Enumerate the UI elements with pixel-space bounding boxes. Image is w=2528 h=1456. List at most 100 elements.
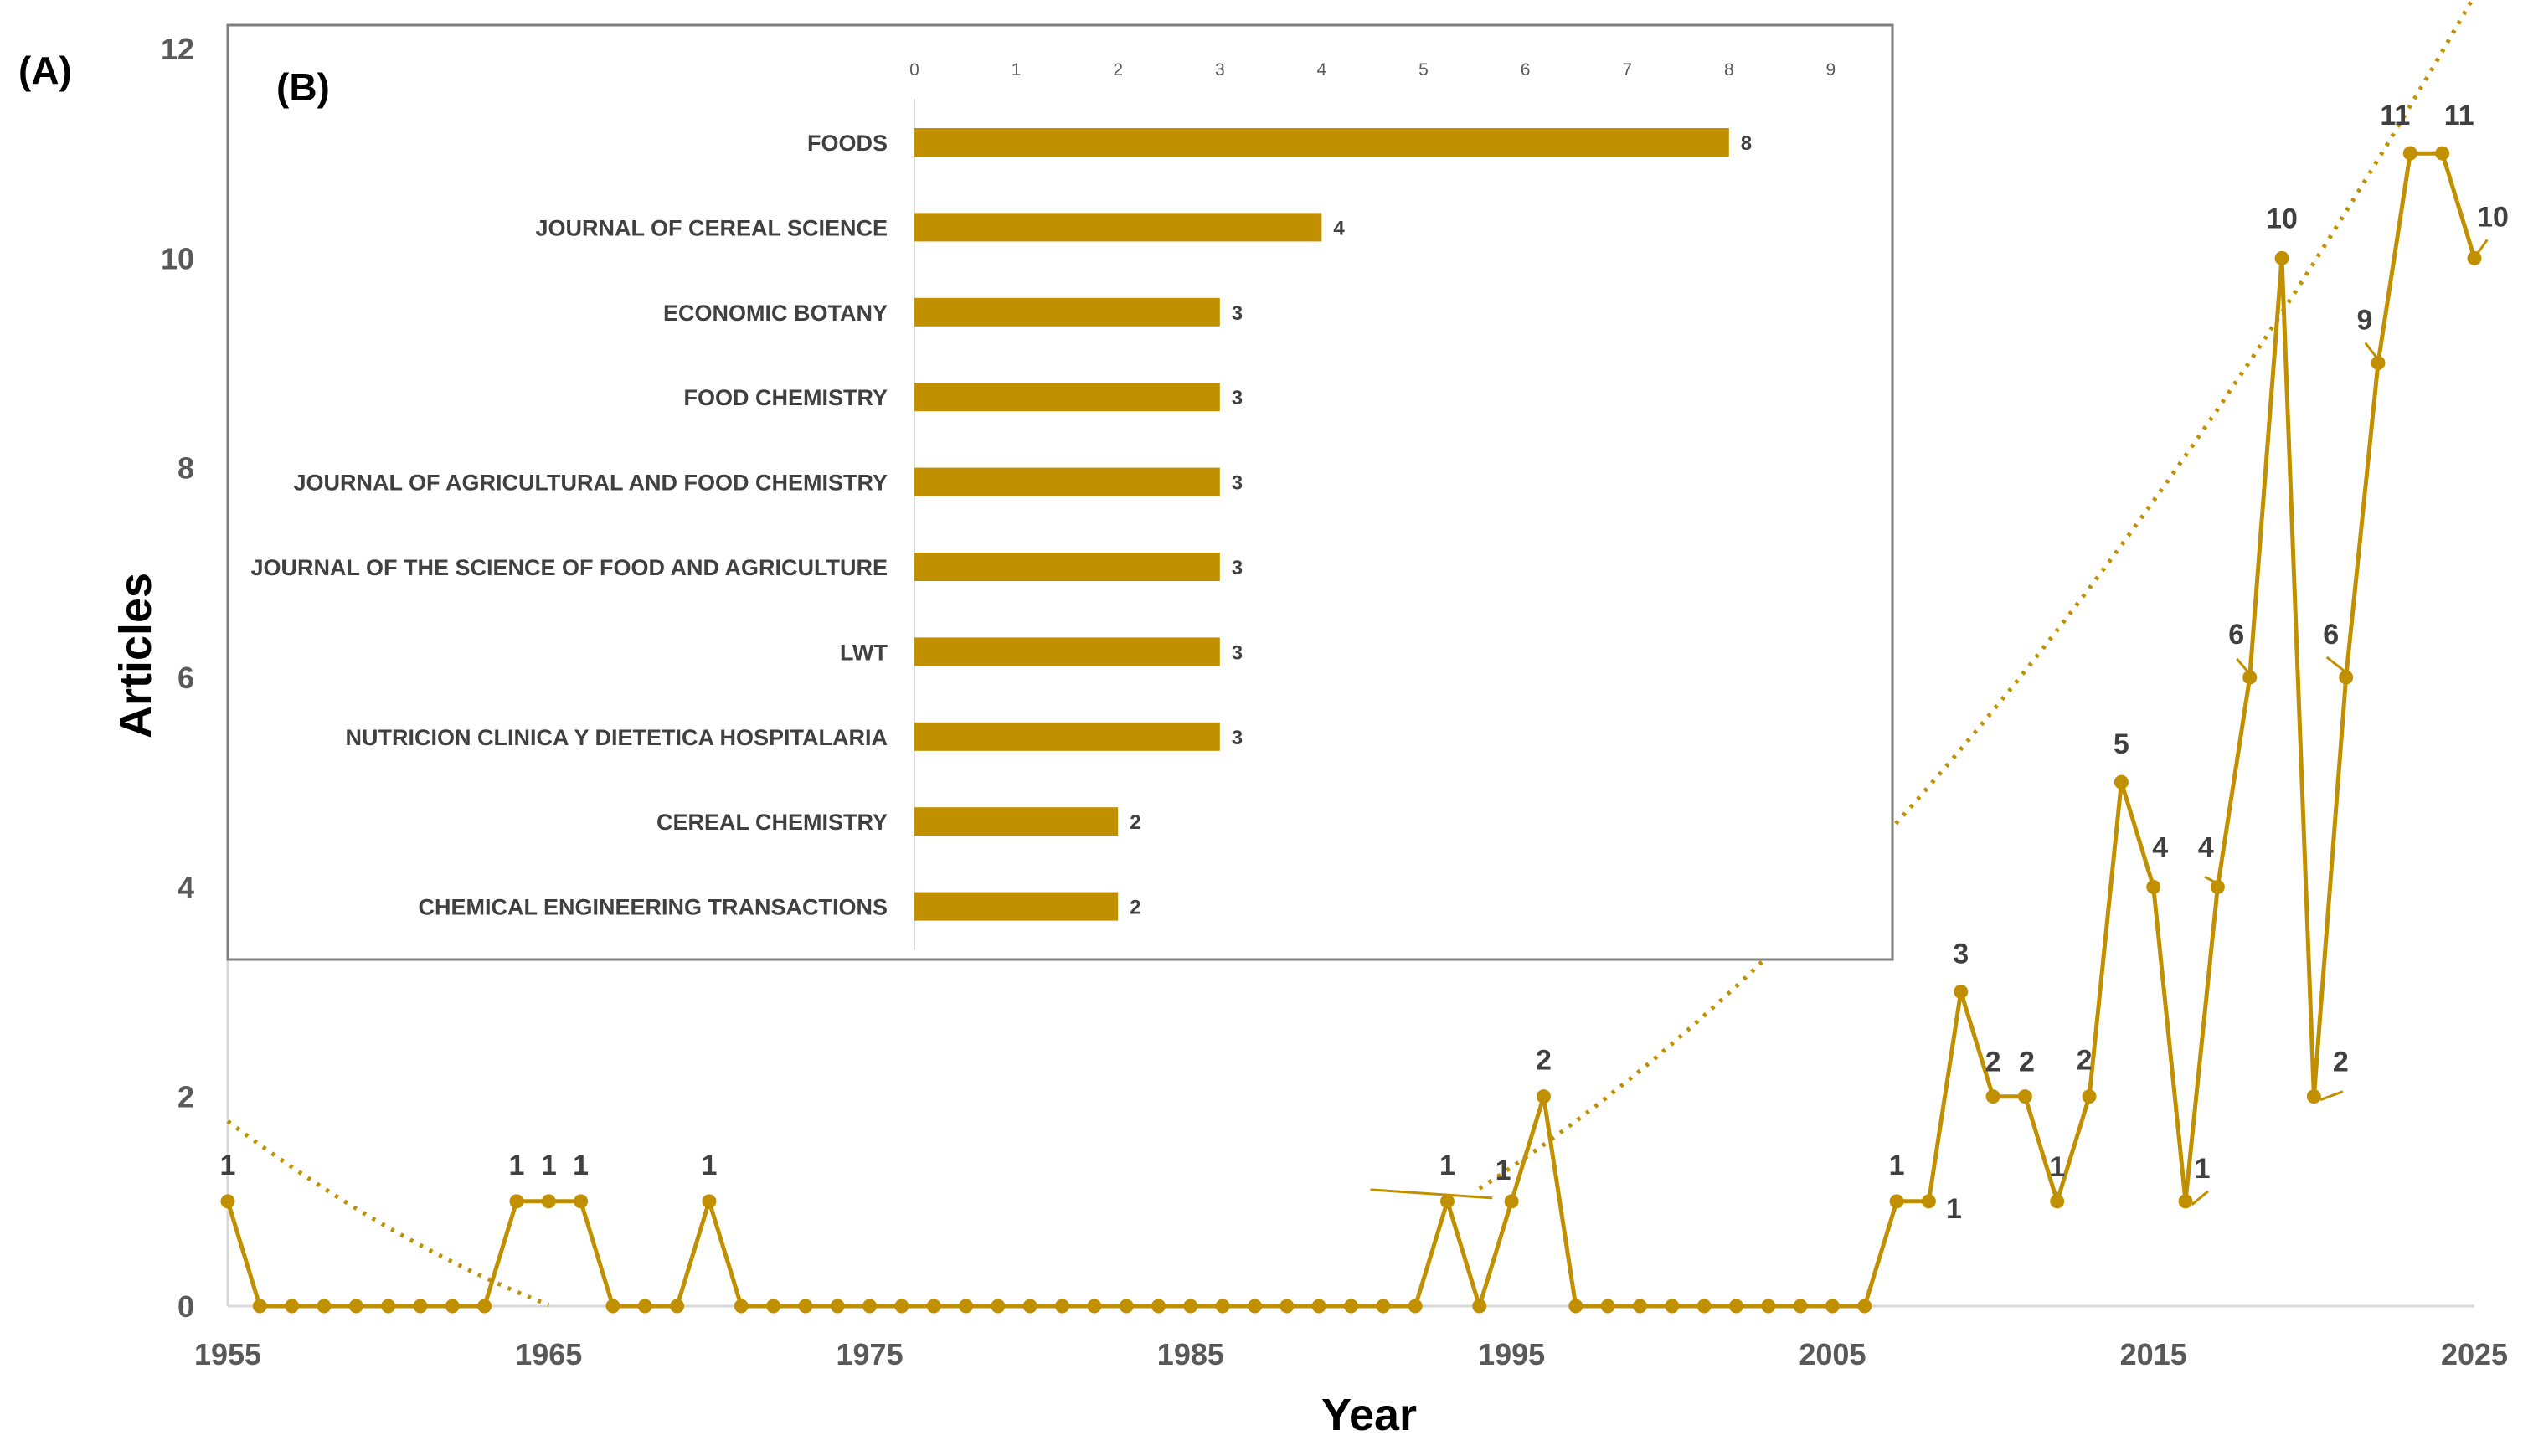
data-label: 4 [2198,831,2214,863]
y-tick-label: 6 [178,661,194,695]
series-points [220,146,2482,1314]
data-point [1279,1299,1295,1314]
label-leader-line [2236,658,2251,675]
data-point [766,1299,781,1314]
inset-category-label: FOOD CHEMISTRY [683,385,888,410]
data-label: 5 [2114,728,2129,760]
data-label: 1 [541,1150,557,1181]
data-point [605,1299,620,1314]
data-point [734,1299,749,1314]
data-point [959,1299,974,1314]
inset-tick-label: 9 [1826,60,1836,80]
inset-value-label: 2 [1130,811,1140,834]
data-point [1439,1194,1455,1209]
inset-category-label: JOURNAL OF THE SCIENCE OF FOOD AND AGRIC… [250,555,888,580]
inset-tick-label: 5 [1418,60,1429,80]
data-point [1472,1299,1487,1314]
panel-b-label: (B) [276,65,330,109]
data-label: 1 [1946,1193,1962,1225]
inset-bars: FOODS 8 JOURNAL OF CEREAL SCIENCE 4 ECONOMIC… [250,128,1752,921]
inset-bar [914,892,1119,921]
y-tick-label: 10 [161,241,194,275]
data-label: 1 [1496,1155,1511,1186]
inset-tick-label: 6 [1521,60,1531,80]
data-point [1536,1089,1551,1104]
y-tick-label: 4 [178,870,194,904]
data-label: 1 [2049,1151,2065,1183]
data-point [2050,1194,2065,1209]
data-point [285,1299,300,1314]
x-tick-label: 1965 [515,1337,582,1371]
y-tick-label: 0 [178,1289,194,1324]
data-point [2146,879,2161,894]
inset-category-label: JOURNAL OF CEREAL SCIENCE [535,215,888,240]
y-tick-labels: 0 2 4 6 8 10 12 [161,32,194,1324]
inset-value-label: 2 [1130,897,1140,919]
data-point [1600,1299,1615,1314]
x-tick-label: 1995 [1478,1337,1545,1371]
data-point [1761,1299,1776,1314]
inset-bar [914,553,1220,581]
inset-bar [914,128,1729,157]
inset-bar [914,213,1322,242]
data-point [2242,670,2258,685]
inset-value-label: 3 [1232,641,1243,664]
data-point [1568,1299,1583,1314]
data-point [2210,879,2225,894]
y-tick-label: 2 [178,1080,194,1114]
label-leader-line [1370,1188,1493,1200]
inset-category-label: ECONOMIC BOTANY [663,301,888,326]
data-point [1954,985,1969,999]
y-axis-title: Articles [111,573,161,738]
inset-value-label: 3 [1232,557,1243,579]
label-leader-line [2476,239,2489,255]
data-label: 2 [2077,1045,2093,1077]
inset-tick-label: 4 [1317,60,1327,80]
data-label: 1 [701,1150,717,1181]
data-point [1728,1299,1743,1314]
data-label: 2 [2019,1047,2035,1078]
data-point [541,1194,556,1209]
data-point [2306,1089,2321,1104]
x-tick-label: 2015 [2120,1337,2187,1371]
data-point [670,1299,685,1314]
inset-tick-label: 0 [909,60,919,80]
data-point [1376,1299,1391,1314]
label-leader-line [2191,1190,2209,1206]
data-point [317,1299,332,1314]
inset-bar [914,467,1220,496]
inset-category-label: NUTRICION CLINICA Y DIETETICA HOSPITALAR… [345,725,888,750]
data-point [1183,1299,1198,1314]
inset-value-label: 3 [1232,727,1243,749]
data-point [2178,1194,2193,1209]
data-label: 10 [2477,201,2509,233]
y-tick-label: 8 [178,451,194,486]
data-point [1857,1299,1872,1314]
data-point [1311,1299,1326,1314]
inset-value-label: 3 [1232,472,1243,495]
inset-value-label: 3 [1232,302,1243,325]
y-tick-label: 12 [161,32,194,66]
data-label: 1 [1439,1150,1455,1181]
data-point [1344,1299,1358,1314]
data-point [2402,146,2417,161]
data-point [509,1194,524,1209]
data-point [1022,1299,1037,1314]
inset-category-label: CEREAL CHEMISTRY [656,810,888,835]
x-tick-label: 1975 [837,1337,904,1371]
inset-bar [914,637,1220,666]
data-point [926,1299,941,1314]
data-point [2017,1089,2032,1104]
data-label: 1 [220,1150,236,1181]
inset-category-label: FOODS [807,131,888,156]
label-leader-line [2325,656,2347,674]
data-point [637,1299,652,1314]
x-tick-label: 1985 [1157,1337,1224,1371]
data-point [798,1299,813,1314]
data-label: 2 [1536,1045,1552,1077]
label-leader-line [2364,342,2380,361]
data-point [445,1299,460,1314]
